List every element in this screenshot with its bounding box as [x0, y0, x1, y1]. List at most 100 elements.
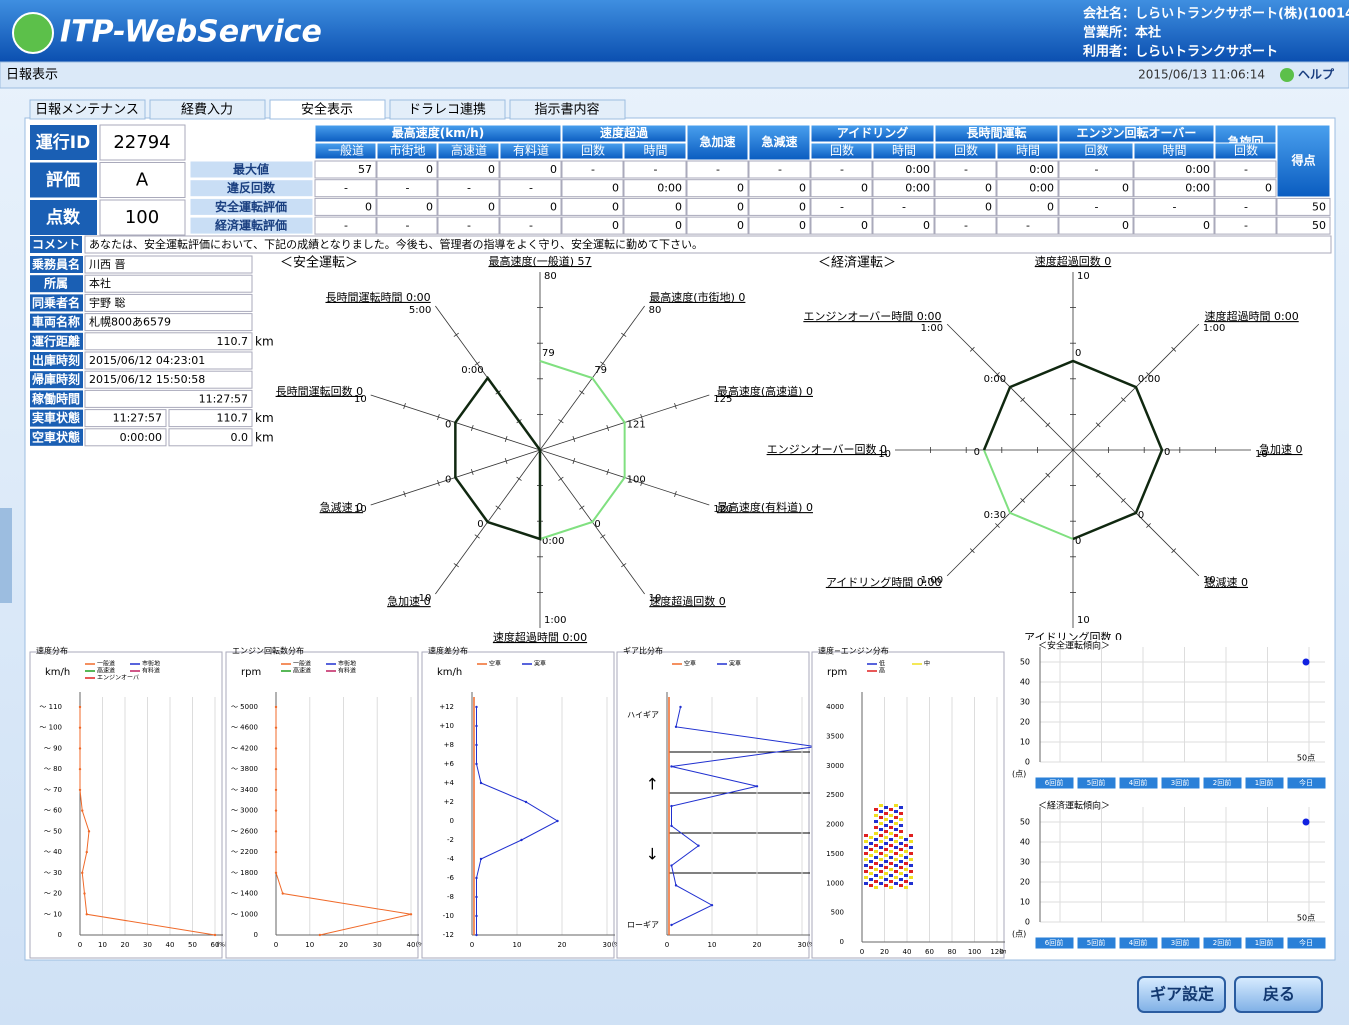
cell	[810, 160, 873, 179]
radar-axis-label: 最高速度(高速道) 0	[717, 384, 813, 398]
radar-tick	[470, 425, 474, 431]
trend-button[interactable]	[1160, 936, 1201, 950]
trend-button-label[interactable]: 5回前	[1087, 778, 1105, 787]
line-point	[274, 809, 278, 812]
cell-value: 0	[550, 200, 557, 213]
trend-button[interactable]	[1118, 776, 1159, 790]
trend-button[interactable]	[1286, 776, 1327, 790]
trend-button-label[interactable]: 3回前	[1171, 938, 1189, 947]
action-button-label[interactable]: ギア設定	[1150, 985, 1214, 1004]
trend-button[interactable]	[1202, 776, 1243, 790]
tab-label[interactable]: 経費入力	[181, 103, 233, 118]
trend-button-label[interactable]: 2回前	[1213, 938, 1231, 947]
density-cell	[874, 874, 878, 877]
action-button[interactable]	[1234, 976, 1323, 1013]
cell-value: -	[1244, 219, 1248, 232]
trend-button[interactable]	[1034, 936, 1075, 950]
trend-button-label[interactable]: 5回前	[1087, 938, 1105, 947]
radar-ref: 0	[1138, 510, 1144, 521]
cell	[1133, 216, 1215, 235]
cell	[996, 160, 1059, 179]
cell	[314, 216, 377, 235]
density-cell	[874, 844, 878, 847]
trend-button-label[interactable]: 1回前	[1255, 778, 1273, 787]
table-subheader	[996, 142, 1059, 160]
cell-value: -	[1244, 200, 1248, 213]
density-cell	[879, 876, 883, 879]
action-button[interactable]	[1137, 976, 1226, 1013]
y-tick-label: 10	[1020, 898, 1030, 907]
trend-button[interactable]	[1160, 776, 1201, 790]
radar-ref: 0	[445, 475, 451, 486]
trend-button[interactable]	[1202, 936, 1243, 950]
help-link[interactable]: ヘルプ	[1298, 67, 1335, 82]
y-tick-label: ～ 5000	[231, 703, 258, 711]
trend-button-label[interactable]: 2回前	[1213, 778, 1231, 787]
trend-button[interactable]	[1244, 936, 1285, 950]
tab[interactable]	[149, 99, 266, 120]
density-cell	[884, 854, 888, 857]
trend-button-label[interactable]: 今日	[1299, 778, 1313, 787]
trend-button[interactable]	[1118, 936, 1159, 950]
trend-button-label[interactable]: 3回前	[1171, 778, 1189, 787]
density-cell	[879, 846, 883, 849]
info-label: 乗務員名	[32, 257, 80, 272]
y-tick-label: -8	[447, 893, 454, 901]
trend-button[interactable]	[1076, 936, 1117, 950]
radar-axis-label: 急加速 0	[387, 594, 431, 608]
trend-button[interactable]	[1286, 936, 1327, 950]
legend-label: 一般道	[293, 660, 311, 668]
cell-value: 0:00	[905, 163, 930, 176]
info-label-box	[30, 352, 83, 369]
y-tick-label: 0	[840, 938, 844, 946]
radar-title: ＜安全運転＞	[280, 255, 358, 271]
tab-label[interactable]: 安全表示	[301, 102, 353, 118]
radar-tick	[621, 332, 627, 337]
trend-button[interactable]	[1244, 776, 1285, 790]
info-box	[84, 409, 167, 428]
line-point	[755, 785, 759, 788]
trend-button-label[interactable]: 6回前	[1045, 778, 1063, 787]
tab-label[interactable]: ドラレコ連携	[408, 102, 486, 118]
tab-label[interactable]: 指示書内容	[534, 102, 599, 118]
side-handle[interactable]	[0, 508, 12, 603]
action-button-label[interactable]: 戻る	[1262, 985, 1295, 1004]
tab[interactable]	[389, 99, 506, 120]
trend-button[interactable]	[1076, 776, 1117, 790]
summary-value-box	[99, 162, 186, 198]
cell	[314, 160, 377, 179]
radar-tick	[606, 469, 610, 475]
help-icon[interactable]	[1280, 68, 1294, 82]
info-label: 稼働時間	[32, 391, 80, 406]
trend-button-label[interactable]: 4回前	[1129, 938, 1147, 947]
tab[interactable]	[269, 99, 386, 120]
y-tick-label: 4000	[826, 703, 844, 711]
density-cell	[884, 830, 888, 833]
trend-button[interactable]	[1034, 776, 1075, 790]
chart-unit: rpm	[241, 667, 261, 678]
trend-panel	[1006, 800, 1331, 958]
info-value: 110.7	[217, 335, 249, 348]
cell	[1133, 197, 1215, 216]
office: 営業所：本社	[1083, 25, 1161, 41]
density-cell	[864, 840, 868, 843]
tab-label[interactable]: 日報メンテナンス	[35, 103, 139, 118]
radar-ref: 0	[1075, 536, 1081, 547]
radar-tick	[1020, 397, 1026, 403]
tab[interactable]	[509, 99, 626, 120]
trend-button-label[interactable]: 4回前	[1129, 778, 1147, 787]
summary-label: 評価	[46, 170, 80, 191]
density-cell	[869, 836, 873, 839]
radar-tick	[572, 458, 576, 464]
cell	[934, 216, 997, 235]
user: 利用者：しらいトランクサポート	[1083, 44, 1278, 60]
trend-button-label[interactable]: 6回前	[1045, 938, 1063, 947]
radar-tick	[1045, 472, 1051, 478]
trend-button-label[interactable]: 今日	[1299, 938, 1313, 947]
density-cell	[899, 824, 903, 827]
tab[interactable]	[29, 99, 146, 120]
trend-button-label[interactable]: 1回前	[1255, 938, 1273, 947]
cell-value: 0	[923, 219, 930, 232]
density-cell	[909, 876, 913, 879]
